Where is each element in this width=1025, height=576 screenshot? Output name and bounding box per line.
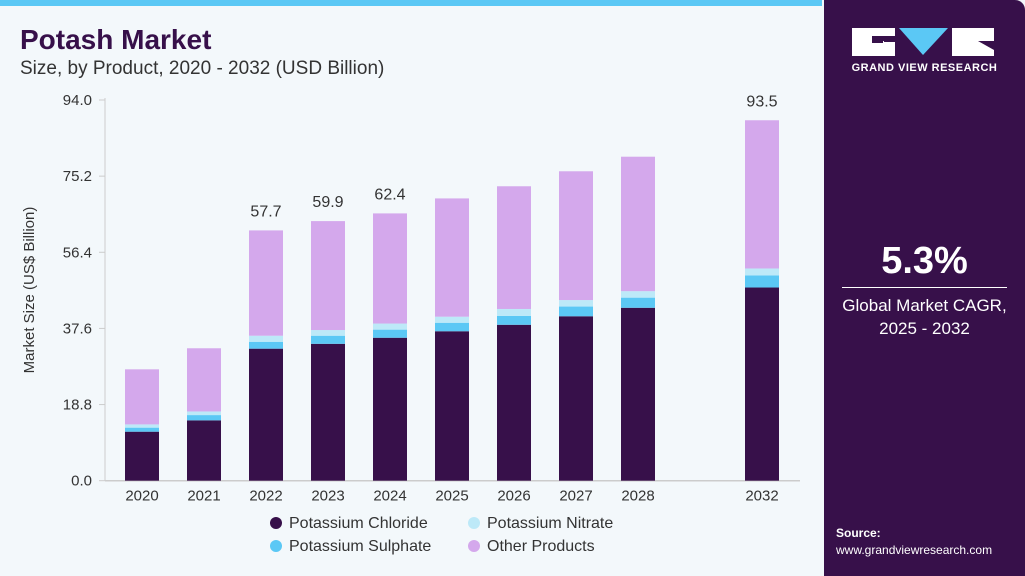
bar-segment-other-products [311,221,345,331]
bar-segment-other-products [559,171,593,301]
legend-swatch [270,517,282,529]
x-tick-label: 2023 [311,488,344,505]
bar-segment-potassium-chloride [497,324,531,481]
bar-segment-potassium-chloride [435,331,469,481]
bar-segment-potassium-sulphate [187,415,221,421]
source-url[interactable]: www.grandviewresearch.com [836,543,993,557]
bar-segment-potassium-nitrate [125,424,159,428]
bar-segment-other-products [373,213,407,324]
page-title: Potash Market [20,24,212,55]
bar-segment-potassium-chloride [187,420,221,481]
legend-item-potassium-nitrate: Potassium Nitrate [468,515,613,533]
bar-segment-potassium-sulphate [559,306,593,317]
bar-segment-potassium-sulphate [125,427,159,432]
bar-segment-potassium-chloride [373,337,407,481]
bar-segment-other-products [249,230,283,336]
legend-label: Potassium Nitrate [487,515,614,532]
legend-swatch [270,540,282,552]
data-label: 93.5 [746,93,777,110]
gvr-logo [852,28,994,56]
bar-segment-potassium-sulphate [249,341,283,349]
y-tick-label: 18.8 [63,397,92,414]
bar-segment-potassium-nitrate [559,300,593,307]
top-accent-line [0,0,822,6]
cagr-value: 5.3% [881,240,968,282]
data-label: 57.7 [250,203,281,220]
bar-segment-potassium-chloride [125,431,159,481]
x-tick-label: 2028 [621,488,654,505]
legend-swatch [468,517,480,529]
bar-segment-potassium-nitrate [311,330,345,336]
cagr-label: Global Market CAGR, 2025 - 2032 [824,294,1025,340]
legend-item-other-products: Other Products [468,538,595,556]
page-subtitle: Size, by Product, 2020 - 2032 (USD Billi… [20,58,385,79]
bar-segment-potassium-chloride [559,316,593,481]
bar-segment-potassium-sulphate [497,315,531,325]
sidebar: GRAND VIEW RESEARCH 5.3% Global Market C… [824,0,1025,576]
legend-label: Other Products [487,538,595,555]
bar-segment-potassium-nitrate [621,291,655,298]
x-tick-label: 2026 [497,488,530,505]
y-tick-label: 0.0 [71,473,92,490]
bar-segment-other-products [125,369,159,425]
bar-segment-potassium-chloride [311,343,345,481]
x-tick-label: 2027 [559,488,592,505]
bar-segment-potassium-sulphate [621,297,655,308]
y-tick-label: 56.4 [63,244,92,261]
y-axis-title: Market Size (US$ Billion) [21,207,38,374]
bar-segment-potassium-nitrate [497,308,531,316]
brand-name: GRAND VIEW RESEARCH [851,62,998,74]
x-tick-label: 2022 [249,488,282,505]
x-tick-label: 2025 [435,488,468,505]
legend-item-potassium-sulphate: Potassium Sulphate [270,538,431,556]
bar-segment-potassium-chloride [745,287,779,481]
cagr-label-line-2: 2025 - 2032 [879,319,970,338]
bar-segment-other-products [435,198,469,317]
stacked-bar-chart: 0.0 18.8 37.6 56.4 75.2 94.0 Market Size (US$ … [21,92,800,505]
bar-segment-potassium-nitrate [435,316,469,323]
bar-segment-potassium-sulphate [311,335,345,344]
y-tick-label: 94.0 [63,92,92,109]
legend-label: Potassium Sulphate [289,538,432,555]
cagr-label-line-1: Global Market CAGR, [842,296,1007,315]
bar-segment-potassium-sulphate [745,275,779,288]
x-tick-label: 2021 [187,488,220,505]
x-tick-label: 2024 [373,488,406,505]
y-tick-label: 75.2 [63,168,92,185]
y-tick-label: 37.6 [63,320,92,337]
x-tick-label: 2032 [745,488,778,505]
divider [842,287,1007,288]
bar-segment-other-products [621,156,655,292]
legend-swatch [468,540,480,552]
bar-segment-potassium-nitrate [249,335,283,342]
data-label: 59.9 [312,194,343,211]
bar-segment-potassium-nitrate [745,268,779,276]
bar-segment-potassium-sulphate [373,329,407,338]
legend-item-potassium-chloride: Potassium Chloride [270,515,428,533]
bar-segment-potassium-nitrate [373,323,407,330]
bar-segment-potassium-sulphate [435,322,469,332]
bar-segment-potassium-chloride [621,307,655,481]
bar-segment-potassium-chloride [249,348,283,481]
bar-segment-potassium-nitrate [187,411,221,416]
data-label: 62.4 [374,186,405,203]
bar-segment-other-products [497,186,531,309]
legend-label: Potassium Chloride [289,515,428,532]
source-label: Source: [836,526,881,540]
bar-segment-other-products [187,348,221,412]
bar-segment-other-products [745,120,779,269]
x-tick-label: 2020 [125,488,158,505]
